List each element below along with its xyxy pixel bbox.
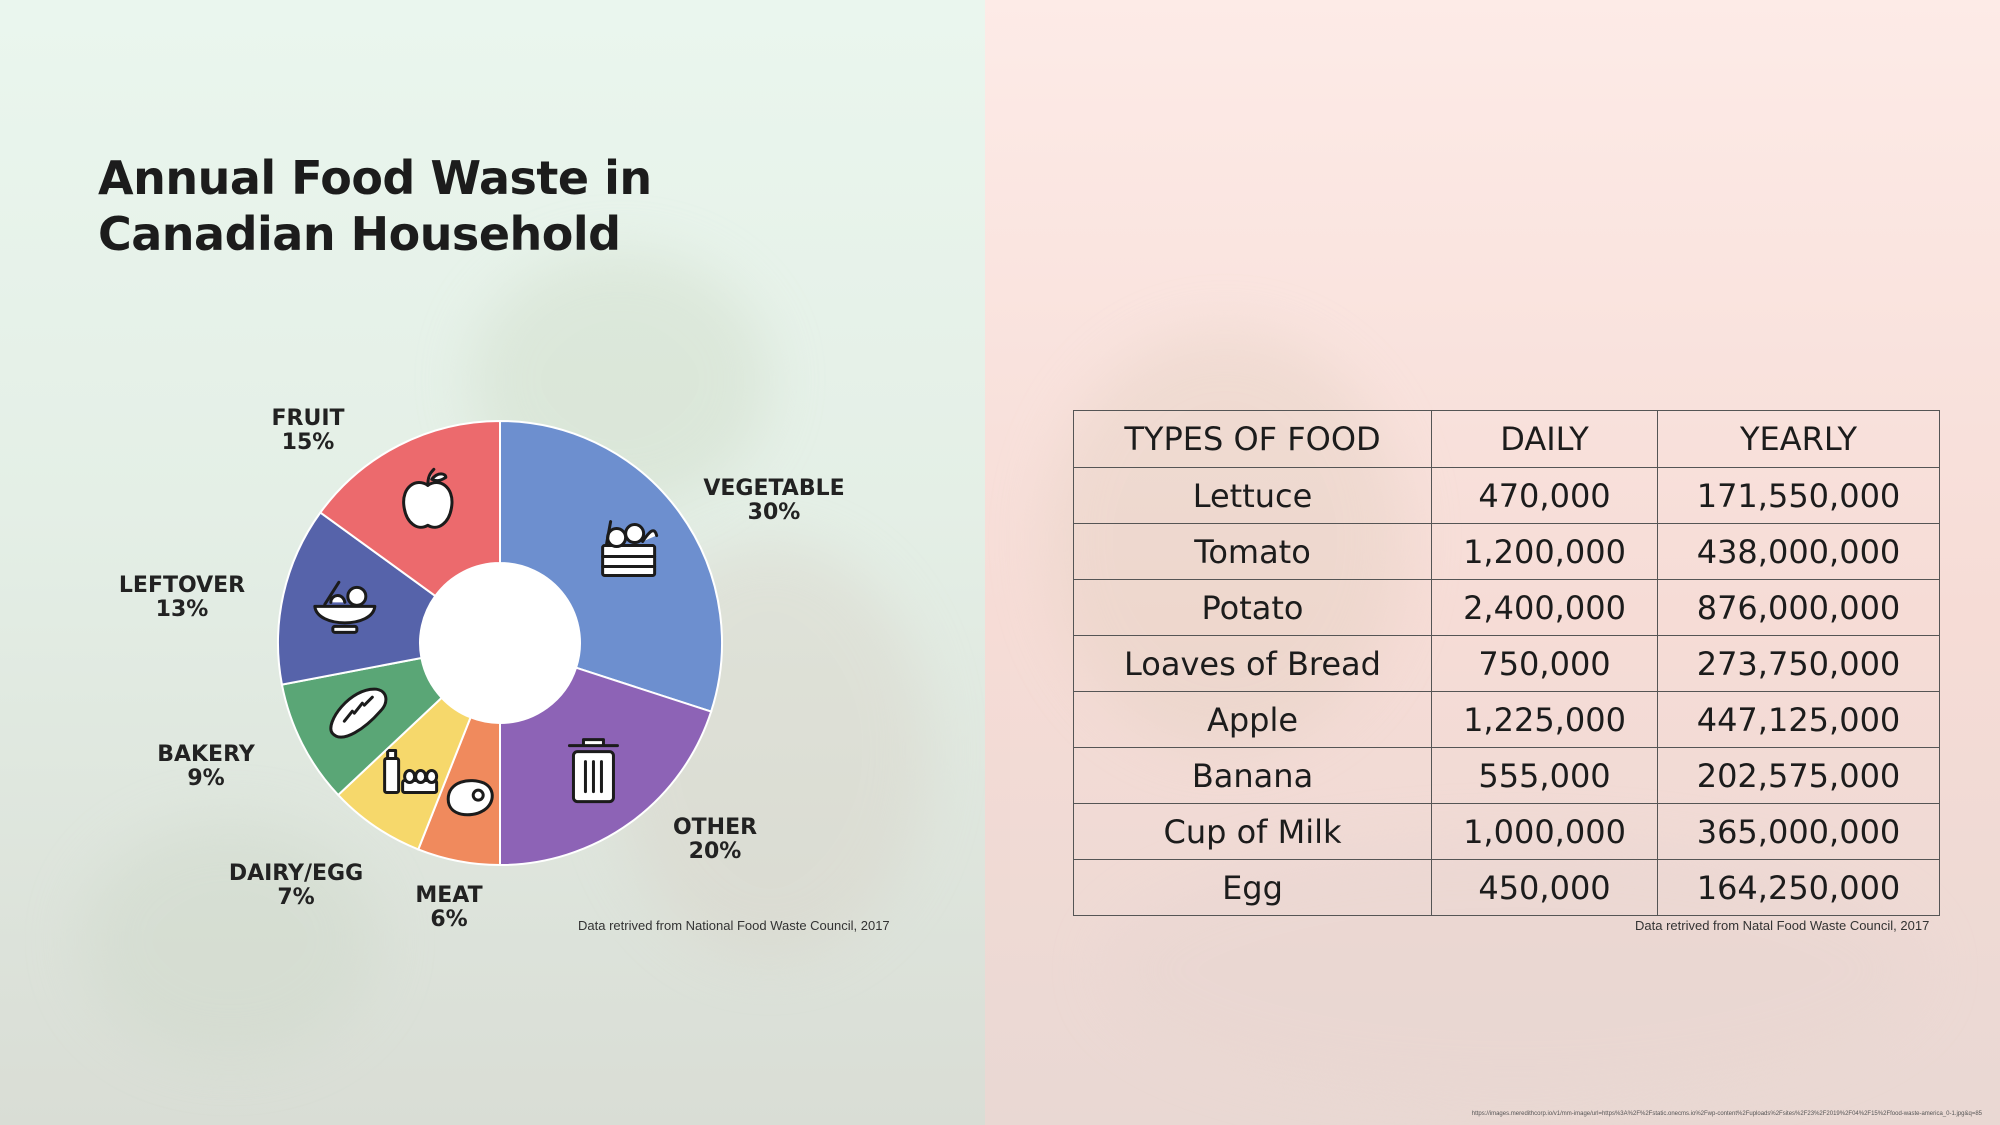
yearly-cell: 202,575,000 <box>1657 747 1940 804</box>
table-row: Apple 1,225,000 447,125,000 <box>1073 691 1940 748</box>
donut-hole <box>420 563 580 723</box>
slice-percent: 30% <box>747 500 801 525</box>
vegetable-crate-icon <box>601 520 659 578</box>
left-panel <box>0 0 985 1125</box>
milk-and-eggs-icon <box>383 749 439 795</box>
table-row: Lettuce 470,000 171,550,000 <box>1073 467 1940 524</box>
food-type-cell: Cup of Milk <box>1073 803 1432 860</box>
table-header-row: TYPES OF FOOD DAILY YEARLY <box>1073 410 1940 468</box>
label-meat: MEAT 6% <box>354 884 544 932</box>
food-type-cell: Potato <box>1073 579 1432 636</box>
food-waste-table: TYPES OF FOOD DAILY YEARLY Lettuce 470,0… <box>1073 410 1940 916</box>
daily-cell: 1,200,000 <box>1431 523 1658 580</box>
slice-label: DAIRY/EGG <box>228 861 364 886</box>
yearly-cell: 171,550,000 <box>1657 467 1940 524</box>
table-row: Banana 555,000 202,575,000 <box>1073 747 1940 804</box>
column-header: TYPES OF FOOD <box>1073 410 1432 468</box>
slice-percent: 6% <box>430 907 468 932</box>
trash-can-icon <box>567 738 619 804</box>
table-row: Egg 450,000 164,250,000 <box>1073 859 1940 916</box>
food-type-cell: Egg <box>1073 859 1432 916</box>
slice-percent: 20% <box>688 839 742 864</box>
daily-cell: 450,000 <box>1431 859 1658 916</box>
image-source-url: https://images.meredithcorp.io/v1/mm-ima… <box>1471 1111 1982 1117</box>
food-type-cell: Apple <box>1073 691 1432 748</box>
yearly-cell: 273,750,000 <box>1657 635 1940 692</box>
steak-icon <box>446 779 494 817</box>
food-type-cell: Lettuce <box>1073 467 1432 524</box>
bread-icon <box>329 687 388 739</box>
slice-percent: 9% <box>187 766 225 791</box>
column-header: DAILY <box>1431 410 1658 468</box>
slice-label: OTHER <box>672 815 758 840</box>
page-title: Annual Food Waste in Canadian Household <box>98 150 652 262</box>
daily-cell: 1,000,000 <box>1431 803 1658 860</box>
slice-label: VEGETABLE <box>703 476 845 501</box>
title-line-2: Canadian Household <box>98 207 621 261</box>
yearly-cell: 876,000,000 <box>1657 579 1940 636</box>
slice-percent: 15% <box>281 430 335 455</box>
food-type-cell: Banana <box>1073 747 1432 804</box>
table-row: Potato 2,400,000 876,000,000 <box>1073 579 1940 636</box>
slice-label: LEFTOVER <box>118 573 246 598</box>
daily-cell: 1,225,000 <box>1431 691 1658 748</box>
apple-icon <box>402 467 454 529</box>
slice-label: FRUIT <box>271 406 345 431</box>
yearly-cell: 447,125,000 <box>1657 691 1940 748</box>
label-other: OTHER 20% <box>620 816 810 864</box>
table-row: Cup of Milk 1,000,000 365,000,000 <box>1073 803 1940 860</box>
column-header: YEARLY <box>1657 410 1940 468</box>
slice-percent: 13% <box>155 597 209 622</box>
slice-label: MEAT <box>415 883 483 908</box>
label-dairy-egg: DAIRY/EGG 7% <box>201 862 391 910</box>
table-row: Loaves of Bread 750,000 273,750,000 <box>1073 635 1940 692</box>
daily-cell: 750,000 <box>1431 635 1658 692</box>
yearly-cell: 164,250,000 <box>1657 859 1940 916</box>
table-row: Tomato 1,200,000 438,000,000 <box>1073 523 1940 580</box>
slice-percent: 7% <box>277 885 315 910</box>
food-type-cell: Tomato <box>1073 523 1432 580</box>
label-bakery: BAKERY 9% <box>111 743 301 791</box>
table-source-note: Data retrived from Natal Food Waste Coun… <box>1635 918 1930 933</box>
label-leftover: LEFTOVER 13% <box>87 574 277 622</box>
title-line-1: Annual Food Waste in <box>98 151 652 205</box>
yearly-cell: 365,000,000 <box>1657 803 1940 860</box>
label-vegetable: VEGETABLE 30% <box>679 477 869 525</box>
food-waste-donut-chart <box>277 419 723 867</box>
slice-label: BAKERY <box>157 742 255 767</box>
food-type-cell: Loaves of Bread <box>1073 635 1432 692</box>
yearly-cell: 438,000,000 <box>1657 523 1940 580</box>
background-photo-blur <box>80 820 380 1060</box>
label-fruit: FRUIT 15% <box>213 407 403 455</box>
salad-bowl-icon <box>313 580 377 634</box>
daily-cell: 470,000 <box>1431 467 1658 524</box>
chart-source-note: Data retrived from National Food Waste C… <box>578 918 890 933</box>
daily-cell: 555,000 <box>1431 747 1658 804</box>
daily-cell: 2,400,000 <box>1431 579 1658 636</box>
